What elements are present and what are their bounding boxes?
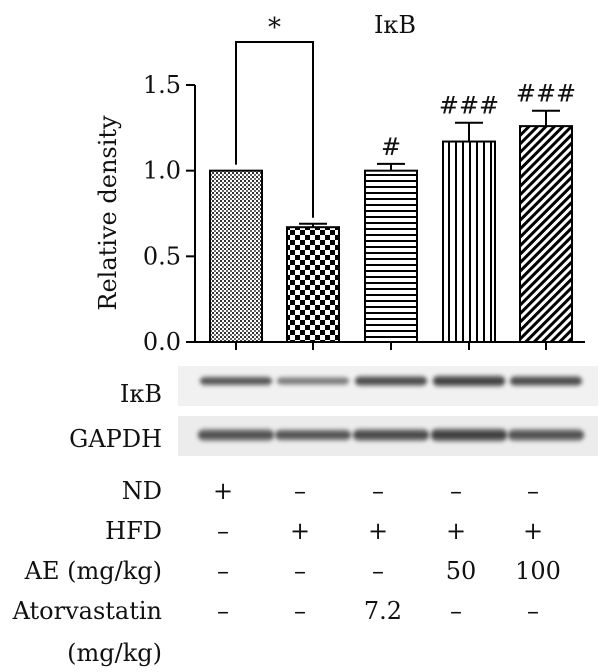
y-axis-label: Relative density <box>94 115 122 311</box>
condition-value-3-1: – <box>294 597 306 625</box>
condition-value-0-1: – <box>294 477 306 505</box>
condition-table: ND HFD AE (mg/kg) Atorvastatin (mg/kg) +… <box>12 477 561 667</box>
condition-value-1-2: + <box>368 517 388 545</box>
blot-band-ikb-0 <box>200 376 272 386</box>
blot-band-gapdh-2 <box>353 429 429 441</box>
condition-label-nd: ND <box>122 477 162 505</box>
significance-label-4: ### <box>516 80 576 108</box>
condition-value-3-2: 7.2 <box>364 597 402 625</box>
condition-value-3-3: – <box>450 597 462 625</box>
x-ticks <box>235 342 547 350</box>
significance-bracket: * <box>235 13 314 218</box>
condition-value-2-2: – <box>372 557 384 585</box>
blot-band-gapdh-1 <box>275 429 351 441</box>
blot-label-gapdh: GAPDH <box>69 425 162 453</box>
y-tick-label-1: 0.5 <box>143 242 181 270</box>
significance-labels: #### ### <box>381 80 576 161</box>
y-tick-label-0: 0.0 <box>143 328 181 356</box>
bar-3 <box>442 140 496 343</box>
condition-value-2-3: 50 <box>446 557 477 585</box>
blot-band-gapdh-4 <box>508 429 584 441</box>
bar-1 <box>286 226 340 343</box>
condition-label-atorvastatin: Atorvastatin <box>12 597 162 625</box>
blot-band-ikb-2 <box>355 376 427 386</box>
condition-value-1-3: + <box>446 517 466 545</box>
blot-band-ikb-1 <box>277 377 349 385</box>
western-blot: IκB GAPDH <box>69 366 598 456</box>
bar-0 <box>209 169 263 343</box>
bracket-line <box>235 41 314 218</box>
condition-value-0-2: – <box>372 477 384 505</box>
condition-value-3-4: – <box>527 597 539 625</box>
significance-label-3: ### <box>439 92 499 120</box>
blot-band-ikb-3 <box>433 375 505 387</box>
error-bars <box>299 109 560 228</box>
condition-value-2-1: – <box>294 557 306 585</box>
condition-value-0-4: – <box>527 477 539 505</box>
significance-label-2: # <box>381 133 401 161</box>
condition-value-2-4: 100 <box>515 557 561 585</box>
y-tick-label-3: 1.5 <box>143 71 181 99</box>
blot-band-gapdh-0 <box>198 429 274 441</box>
condition-label-unit: (mg/kg) <box>67 639 162 667</box>
condition-label-ae: AE (mg/kg) <box>24 557 162 585</box>
blot-label-ikb: IκB <box>120 380 162 408</box>
y-tick-label-2: 1.0 <box>143 157 181 185</box>
condition-value-0-3: – <box>450 477 462 505</box>
bracket-label: * <box>268 13 281 43</box>
condition-value-2-0: – <box>217 557 229 585</box>
condition-value-3-0: – <box>217 597 229 625</box>
condition-value-1-1: + <box>290 517 310 545</box>
bars <box>209 125 573 344</box>
condition-value-1-4: + <box>523 517 543 545</box>
blot-band-gapdh-3 <box>431 428 507 442</box>
bar-4 <box>519 125 573 344</box>
bar-2 <box>364 169 418 343</box>
condition-value-0-0: + <box>213 477 233 505</box>
chart-title: IκB <box>374 11 416 39</box>
condition-label-hfd: HFD <box>105 517 162 545</box>
condition-value-1-0: – <box>217 517 229 545</box>
y-ticks: 0.0 0.5 1.0 1.5 <box>143 71 195 356</box>
blot-band-ikb-4 <box>510 376 582 386</box>
